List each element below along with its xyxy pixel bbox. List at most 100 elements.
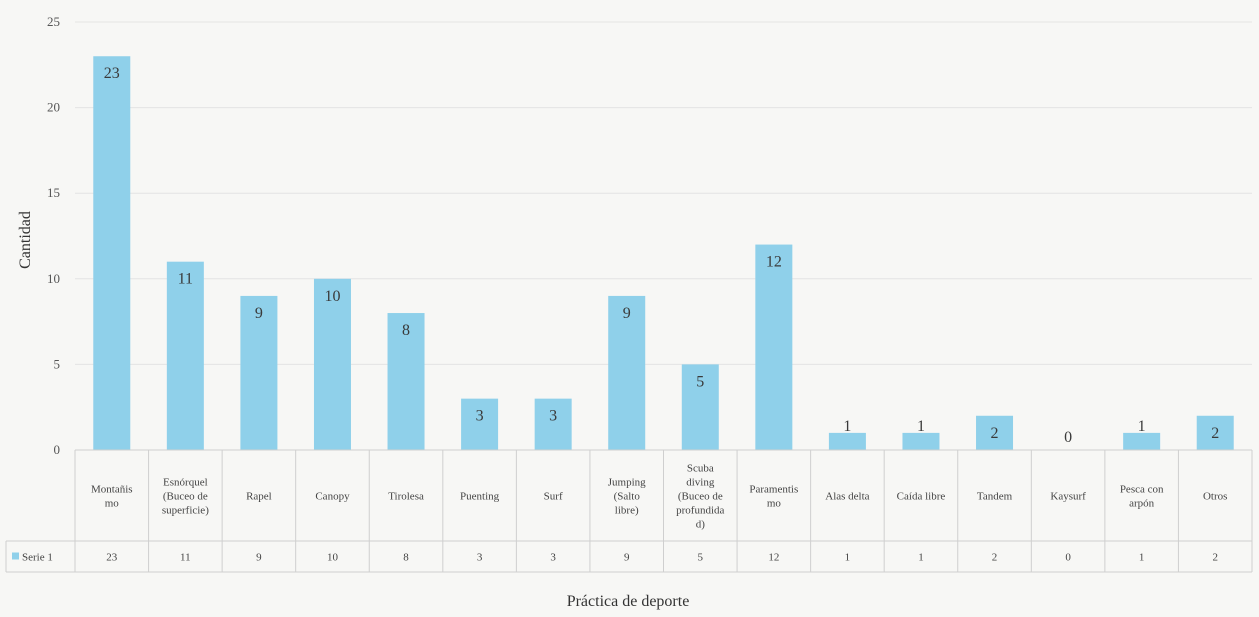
x-category-label-line: Tirolesa	[388, 491, 424, 503]
bar-value-label: 23	[104, 65, 120, 82]
x-category-label-line: Esnórquel	[163, 477, 208, 489]
legend-series-name: Serie 1	[22, 552, 53, 564]
bar-value-label: 2	[991, 425, 999, 442]
x-category-label: Canopy	[315, 491, 350, 503]
bar	[902, 432, 940, 450]
x-category-label-line: Alas delta	[825, 491, 869, 503]
x-category-label-line: Tandem	[977, 491, 1013, 503]
x-category-label-line: (Salto	[614, 491, 641, 503]
bar	[1196, 415, 1234, 450]
x-category-label: Surf	[544, 491, 563, 503]
table-value: 8	[403, 552, 409, 564]
x-category-label: Puenting	[460, 491, 500, 503]
bar-value-label: 10	[324, 288, 340, 305]
x-category-label-line: mo	[767, 498, 782, 510]
table-value: 2	[1212, 552, 1218, 564]
x-category-label: Scuba diving (Buceo de profundida d)	[676, 463, 724, 531]
table-value: 2	[992, 552, 998, 564]
y-tick-label: 15	[47, 185, 60, 200]
x-category-label-line: Surf	[544, 491, 563, 503]
bar	[240, 295, 278, 450]
bar	[461, 398, 499, 450]
bar-value-label: 1	[917, 418, 925, 435]
table-value: 1	[1139, 552, 1145, 564]
bar	[608, 295, 646, 450]
table-value: 3	[550, 552, 556, 564]
bar	[1123, 432, 1161, 450]
x-category-label-line: Montañis	[91, 484, 133, 496]
bar-value-label: 2	[1211, 425, 1219, 442]
bar-value-label: 1	[1138, 418, 1146, 435]
x-category-label: Otros	[1203, 491, 1227, 503]
x-category-label-line: Puenting	[460, 491, 500, 503]
table-value: 9	[256, 552, 262, 564]
x-category-label-line: Canopy	[315, 491, 350, 503]
bar-value-label: 0	[1064, 429, 1072, 446]
x-category-label-line: mo	[105, 498, 120, 510]
bar-value-label: 3	[476, 408, 484, 425]
table-value: 1	[845, 552, 851, 564]
x-category-label: Tandem	[977, 491, 1013, 503]
bar	[313, 278, 351, 450]
y-tick-label: 0	[54, 442, 61, 457]
bar	[755, 244, 793, 450]
x-category-label: Caída libre	[897, 491, 946, 503]
x-category-label-line: (Buceo de	[678, 491, 723, 503]
x-category-label-line: Rapel	[246, 491, 272, 503]
table-value: 10	[327, 552, 339, 564]
bar	[166, 261, 204, 450]
bar	[828, 432, 866, 450]
x-axis-title: Práctica de deporte	[567, 593, 690, 610]
x-category-label-line: superficie)	[162, 505, 209, 517]
table-value: 3	[477, 552, 483, 564]
table-value: 0	[1065, 552, 1071, 564]
bar	[534, 398, 572, 450]
x-category-label-line: profundida	[676, 505, 724, 517]
table-value: 23	[106, 552, 118, 564]
x-category-label: Kaysurf	[1050, 491, 1086, 503]
x-category-label-line: Kaysurf	[1050, 491, 1086, 503]
x-category-label: Paramentis mo	[749, 484, 798, 510]
legend-swatch	[12, 552, 19, 560]
x-category-label-line: d)	[696, 519, 706, 531]
x-category-label: Alas delta	[825, 491, 869, 503]
bar-value-label: 9	[623, 305, 631, 322]
table-value: 9	[624, 552, 630, 564]
bar-value-label: 12	[766, 254, 782, 271]
table-value: 1	[918, 552, 924, 564]
bar-value-label: 3	[549, 408, 557, 425]
x-category-label-line: (Buceo de	[163, 491, 208, 503]
data-table	[5, 449, 1253, 573]
x-category-label: Montañis mo	[91, 484, 133, 510]
x-category-label-line: Scuba	[687, 463, 714, 475]
bar	[93, 56, 131, 451]
bar-value-label: 11	[178, 271, 193, 288]
y-tick-label: 20	[47, 100, 60, 115]
table-value: 11	[180, 552, 191, 564]
table-value: 12	[768, 552, 779, 564]
x-category-label: Tirolesa	[388, 491, 424, 503]
bar	[387, 313, 425, 450]
y-axis-title: Cantidad	[17, 211, 34, 269]
x-category-label: Esnórquel (Buceo de superficie)	[162, 477, 209, 517]
x-category-label-line: Otros	[1203, 491, 1227, 503]
bar	[681, 364, 719, 450]
x-category-label: Pesca con arpón	[1120, 484, 1164, 510]
x-category-label: Jumping (Salto libre)	[608, 477, 646, 517]
x-category-label-line: Jumping	[608, 477, 646, 489]
bar	[976, 415, 1014, 450]
bar-value-label: 9	[255, 305, 263, 322]
table-value: 5	[698, 552, 704, 564]
x-category-label-line: arpón	[1129, 498, 1155, 510]
x-category-label-line: Paramentis	[749, 484, 798, 496]
bar-value-label: 1	[843, 418, 851, 435]
x-category-label-line: Caída libre	[897, 491, 946, 503]
x-category-label-line: libre)	[615, 505, 639, 517]
x-category-label-line: Pesca con	[1120, 484, 1164, 496]
bars	[93, 56, 1234, 451]
bar-value-label: 8	[402, 322, 410, 339]
bar-value-label: 5	[696, 373, 704, 390]
